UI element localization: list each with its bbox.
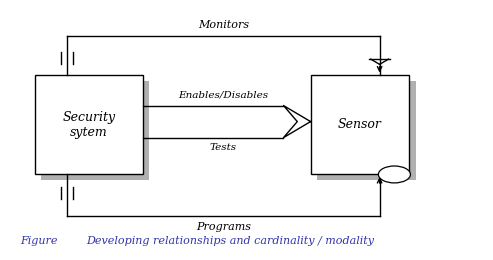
- Bar: [35, 75, 143, 174]
- Text: Sensor: Sensor: [338, 118, 382, 131]
- Text: Programs: Programs: [196, 222, 251, 231]
- Text: Monitors: Monitors: [198, 20, 249, 30]
- Bar: [317, 81, 416, 180]
- Text: Enables/Disables: Enables/Disables: [178, 91, 268, 100]
- Bar: [41, 81, 149, 180]
- Text: Developing relationships and cardinality / modality: Developing relationships and cardinality…: [86, 236, 374, 246]
- Bar: [311, 75, 409, 174]
- Ellipse shape: [379, 166, 410, 183]
- Text: Security
sytem: Security sytem: [62, 111, 115, 139]
- Text: Figure: Figure: [20, 236, 57, 246]
- Text: Tests: Tests: [210, 143, 237, 152]
